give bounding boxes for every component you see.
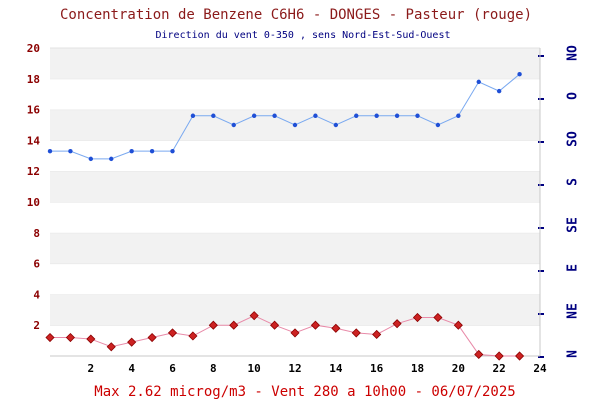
- x-axis-tick-label: 16: [370, 362, 384, 375]
- left-axis-tick-label: 8: [33, 227, 40, 240]
- x-axis-tick-label: 20: [452, 362, 465, 375]
- right-axis-tick-marks: [538, 55, 544, 358]
- left-axis-tick-label: 18: [27, 73, 40, 86]
- right-axis-tick-label: N: [566, 350, 581, 358]
- left-axis-tick-labels: 2 4 6 8 10 12 14 16 18 20: [27, 42, 41, 332]
- series-line: [50, 73, 520, 160]
- data-point: [170, 148, 175, 154]
- data-point: [453, 320, 463, 330]
- x-axis-tick-label: 24: [533, 362, 547, 375]
- right-axis-tick-label: NO: [566, 45, 581, 61]
- data-point: [290, 328, 300, 338]
- data-point: [229, 320, 239, 330]
- right-axis-tick-label: NE: [566, 303, 581, 319]
- right-axis-tick-label: S: [566, 178, 581, 186]
- data-point: [127, 337, 137, 347]
- data-point: [45, 332, 55, 343]
- grid-band: [50, 263, 540, 295]
- right-axis-tick-label: SE: [566, 217, 581, 233]
- data-point: [65, 332, 75, 343]
- data-point: [354, 113, 359, 118]
- data-point: [270, 320, 280, 330]
- data-point: [231, 122, 236, 128]
- x-axis-tick-label: 2: [88, 362, 95, 375]
- data-point: [412, 312, 423, 323]
- data-point: [167, 328, 178, 338]
- data-point: [292, 122, 298, 128]
- data-point: [310, 320, 320, 330]
- left-axis-tick-label: 20: [27, 42, 40, 55]
- left-axis-tick-label: 6: [33, 258, 40, 271]
- right-axis-tick-labels: N NE E SE S SO O NO: [566, 45, 581, 358]
- data-point: [211, 113, 216, 118]
- chart-subtitle: Direction du vent 0-350 , sens Nord-Est-…: [155, 30, 450, 41]
- data-point: [515, 351, 525, 361]
- x-axis-tick-label: 22: [493, 362, 506, 375]
- data-point: [372, 329, 382, 340]
- right-axis-tick-label: SO: [566, 131, 581, 147]
- data-point: [494, 351, 504, 361]
- grid-bands: [50, 47, 540, 356]
- data-point: [86, 334, 96, 344]
- data-point: [190, 113, 196, 118]
- data-point: [331, 323, 341, 333]
- data-point: [476, 79, 481, 85]
- data-point: [474, 349, 484, 360]
- data-point: [149, 148, 155, 154]
- data-point: [88, 156, 94, 162]
- data-point: [392, 319, 402, 329]
- data-point: [251, 113, 257, 118]
- right-axis-tick-label: E: [566, 264, 581, 272]
- data-point: [47, 148, 53, 154]
- series-0: [47, 71, 522, 162]
- series-layer: [45, 71, 525, 361]
- data-point: [517, 71, 522, 77]
- x-axis-tick-label: 8: [210, 362, 217, 375]
- left-axis-tick-label: 12: [27, 165, 40, 178]
- left-axis-tick-label: 16: [27, 104, 41, 117]
- grid-band: [50, 202, 540, 233]
- chart-footer: Max 2.62 microg/m3 - Vent 280 a 10h00 - …: [94, 384, 515, 400]
- left-axis-tick-label: 10: [27, 196, 40, 209]
- data-point: [208, 320, 218, 330]
- data-point: [68, 148, 73, 154]
- grid-band: [50, 171, 540, 202]
- data-point: [272, 113, 277, 118]
- grid-band: [50, 78, 540, 110]
- data-point: [351, 328, 361, 338]
- data-point: [313, 113, 318, 118]
- series-1: [45, 311, 525, 361]
- left-axis-tick-label: 2: [33, 319, 40, 332]
- grid-band: [50, 140, 540, 172]
- data-point: [109, 156, 114, 162]
- data-point: [415, 113, 420, 118]
- x-axis-tick-label: 10: [248, 362, 261, 375]
- x-axis-tick-label: 14: [329, 362, 343, 375]
- data-point: [249, 311, 259, 321]
- x-axis-tick-labels: 2 4 6 8 10 12 14 16 18 20 22 24: [88, 362, 547, 375]
- data-point: [435, 122, 441, 128]
- data-point: [394, 113, 400, 118]
- x-axis-tick-label: 18: [411, 362, 424, 375]
- data-point: [188, 331, 198, 341]
- chart-title: Concentration de Benzene C6H6 - DONGES -…: [60, 7, 532, 23]
- x-axis-tick-label: 12: [288, 362, 301, 375]
- data-point: [456, 113, 461, 118]
- right-axis-tick-label: O: [566, 92, 581, 100]
- grid-band: [50, 294, 540, 326]
- data-point: [106, 342, 116, 352]
- data-point: [496, 88, 502, 94]
- data-point: [374, 113, 379, 118]
- x-axis-tick-label: 4: [128, 362, 135, 375]
- left-axis-tick-label: 14: [27, 134, 41, 147]
- x-axis-tick-label: 6: [169, 362, 176, 375]
- grid-band: [50, 48, 540, 79]
- data-point: [147, 332, 157, 343]
- data-point: [433, 312, 443, 323]
- data-point: [129, 148, 134, 154]
- grid-band: [50, 232, 540, 264]
- data-point: [333, 122, 339, 128]
- left-axis-tick-label: 4: [33, 288, 40, 301]
